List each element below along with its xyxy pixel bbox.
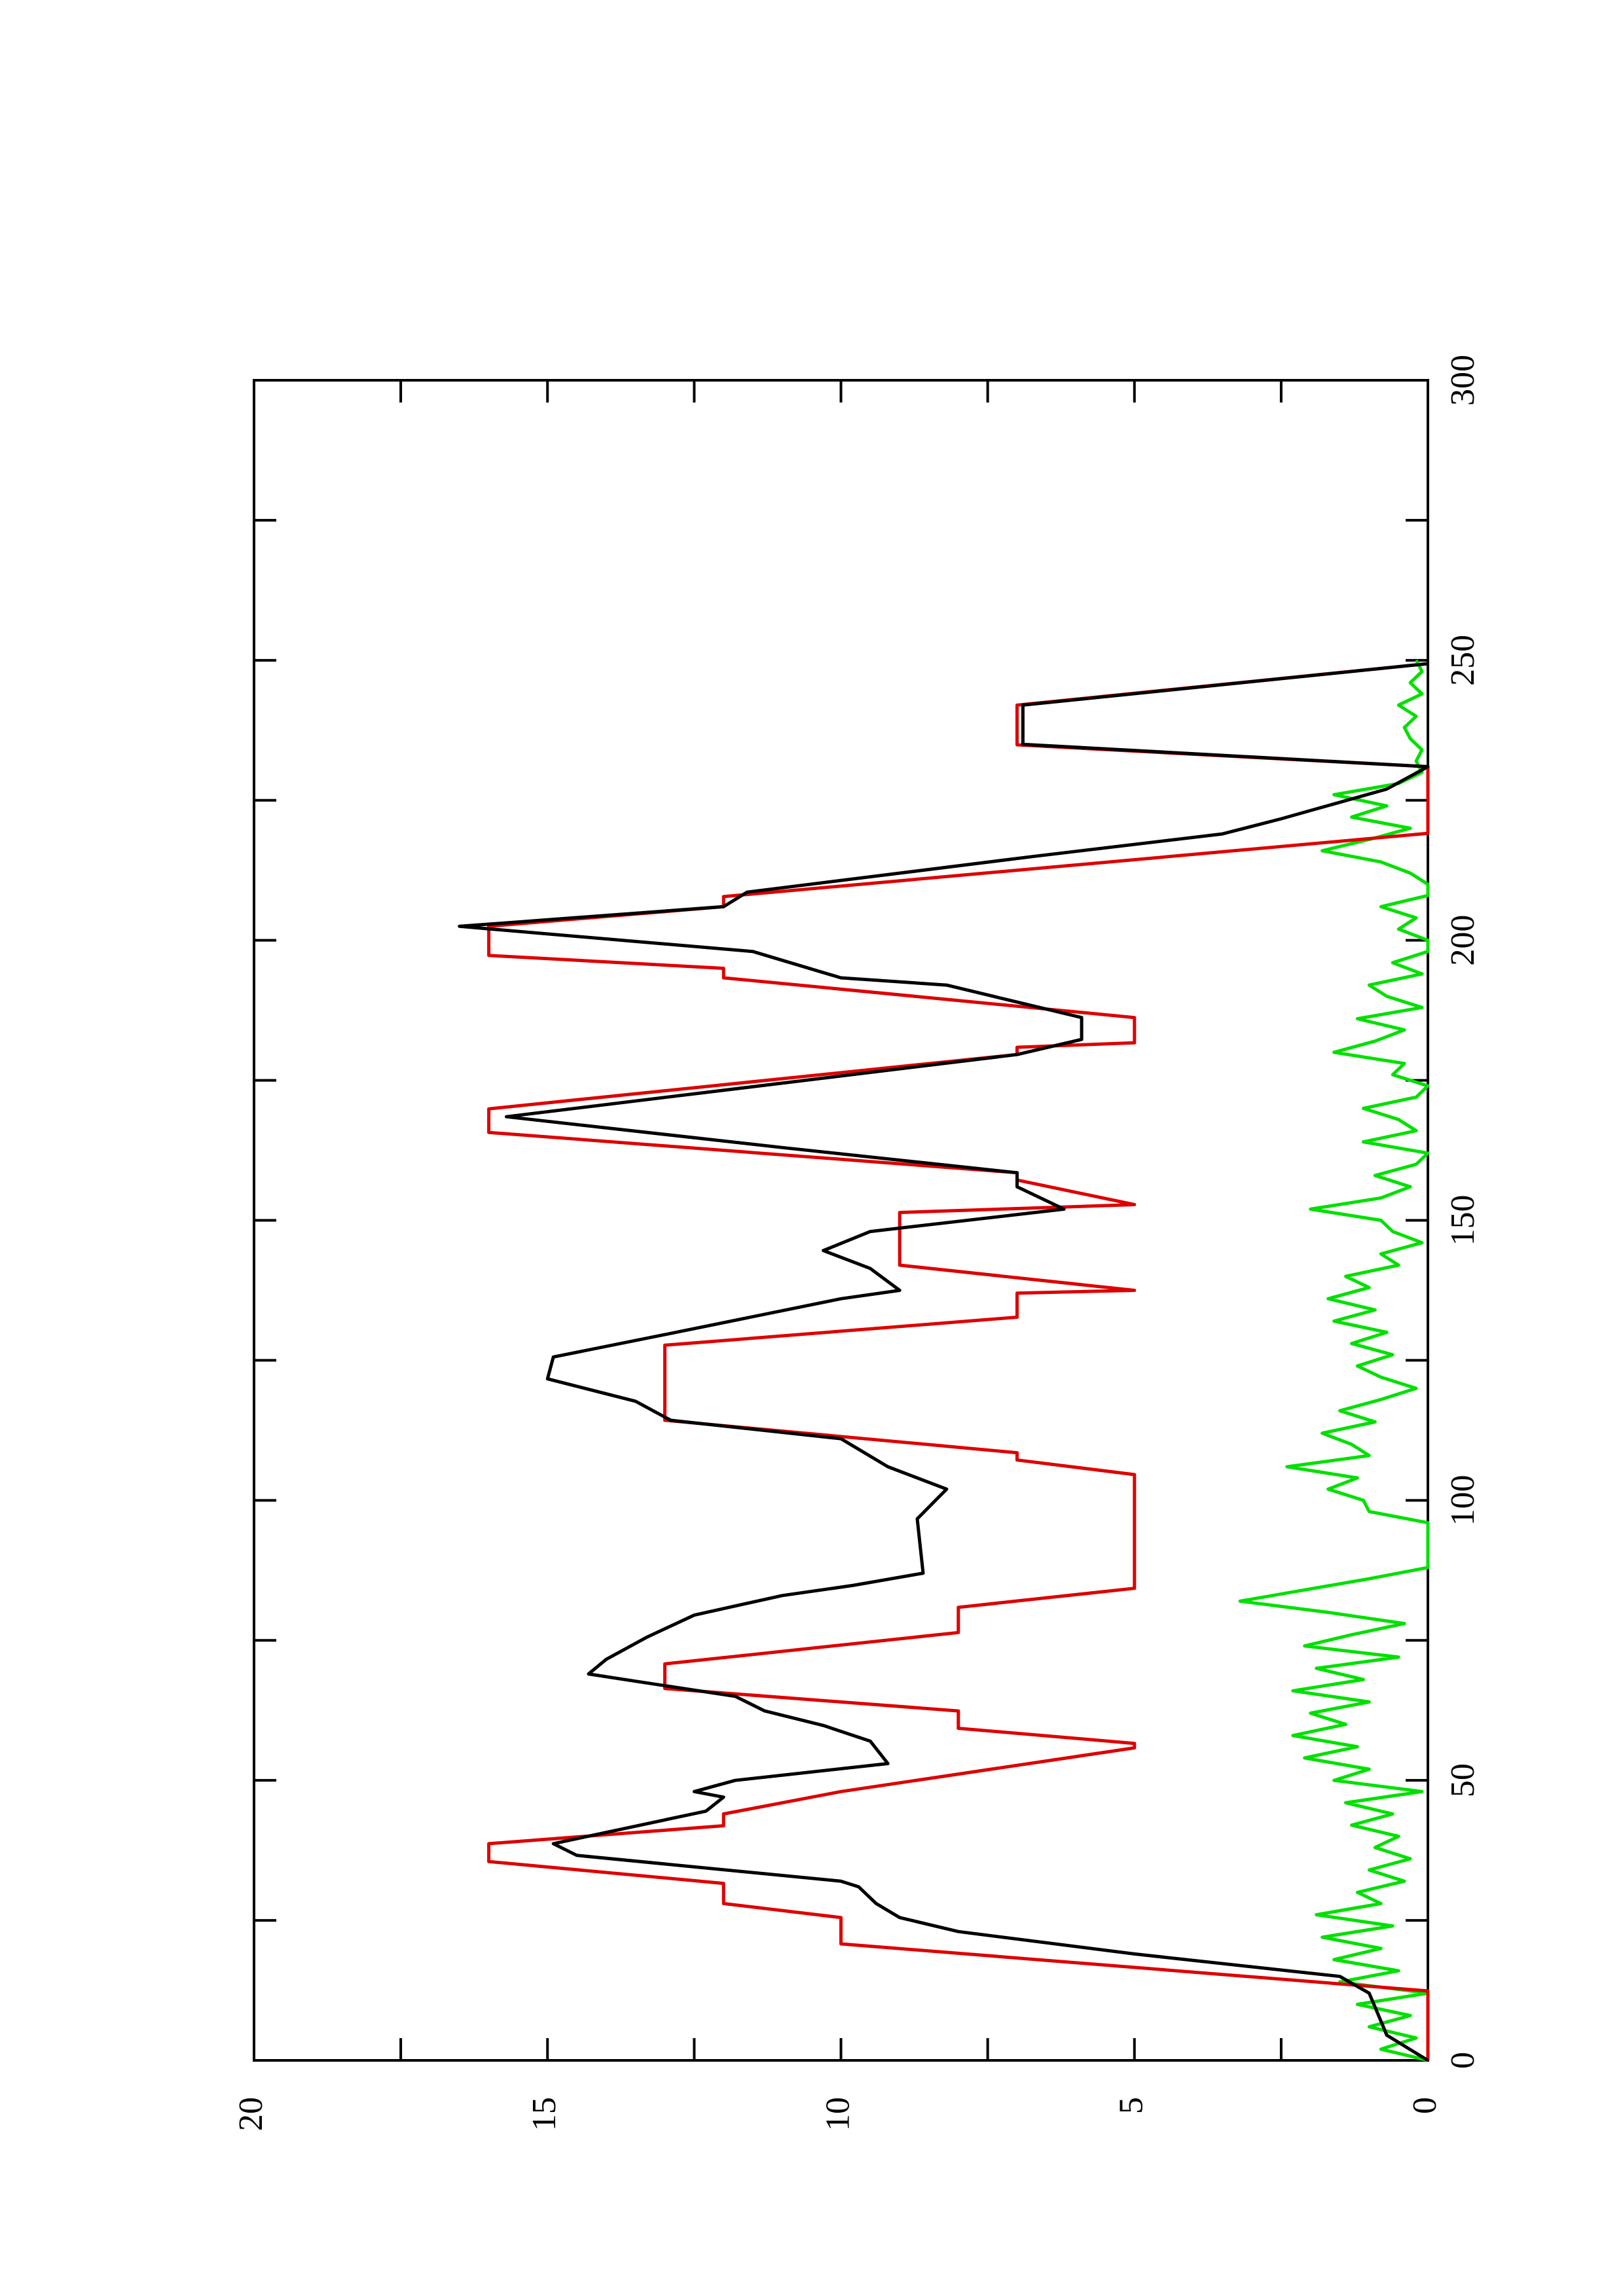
y-tick-label: 5 [1113, 2097, 1150, 2114]
y-tick-label: 0 [1406, 2097, 1444, 2114]
x-tick-label: 0 [1444, 2052, 1482, 2069]
x-tick-label: 200 [1444, 915, 1482, 966]
data-line [487, 662, 1430, 2060]
y-tick-label: 10 [819, 2097, 856, 2131]
y-tick-label: 20 [232, 2097, 270, 2131]
x-tick-label: 50 [1444, 1763, 1482, 1797]
x-tick-label: 250 [1444, 635, 1482, 686]
x-tick-label: 100 [1444, 1475, 1482, 1526]
x-tick-label: 150 [1444, 1195, 1482, 1246]
y-tick-label: 15 [526, 2097, 563, 2131]
x-tick-label: 300 [1444, 355, 1482, 406]
data-line [1238, 659, 1430, 2062]
plot-frame [253, 379, 1429, 2062]
data-line [458, 662, 1430, 2062]
